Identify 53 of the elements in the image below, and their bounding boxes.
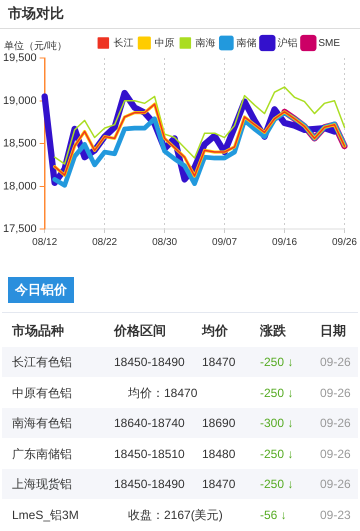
text: -250 ↓ <box>260 386 294 400</box>
text: 18450-18510 <box>114 446 185 460</box>
text: -56 ↓ <box>260 508 287 522</box>
y-tick-label: 18,500 <box>2 138 37 150</box>
text: -250 ↓ <box>260 477 294 491</box>
y-tick-label: 19,500 <box>2 52 37 64</box>
chart-title: 市场对比 <box>8 5 64 23</box>
text: 09-26 <box>320 386 351 400</box>
legend-label: 长江 <box>113 36 134 49</box>
text: 今日铝价 <box>8 277 74 303</box>
category-label: 涨跌 <box>260 322 286 340</box>
category-label: 均价 <box>202 322 228 340</box>
legend-label: 沪铝 <box>277 36 298 49</box>
text: 18450-18490 <box>114 477 185 491</box>
text: 09-26 <box>320 416 351 430</box>
category-label: 长江有色铝 <box>12 355 72 369</box>
x-tick-label: 09/07 <box>212 236 238 248</box>
category-label: 中原有色铝 <box>12 386 72 400</box>
x-tick-label: 09/16 <box>272 236 298 248</box>
text: 18470 <box>202 477 236 491</box>
legend-label: 南储 <box>236 36 256 49</box>
category-label: 上海现货铝 <box>12 477 72 491</box>
text: 09-26 <box>320 477 351 491</box>
x-tick-label: 08/12 <box>32 236 58 248</box>
text: 18450-18490 <box>114 355 185 369</box>
category-label: LmeS_铝3M <box>12 508 79 522</box>
text: 18480 <box>202 446 236 460</box>
y-tick-label: 19,000 <box>2 94 37 107</box>
legend-label: 南海 <box>195 36 216 49</box>
y-tick-label: 18,000 <box>2 180 37 192</box>
category-label: 日期 <box>320 322 346 340</box>
x-tick-label: 09/26 <box>332 236 358 248</box>
text: 18470 <box>202 355 236 369</box>
x-tick-label: 08/22 <box>92 236 118 248</box>
category-label: 价格区间 <box>114 322 166 340</box>
x-tick-label: 08/30 <box>152 236 178 248</box>
text: -300 ↓ <box>260 416 294 430</box>
text: 09-26 <box>320 446 351 460</box>
text: 18690 <box>202 416 236 430</box>
text: 收盘：2167(美元) <box>128 508 223 522</box>
text: 均价：18470 <box>128 386 198 400</box>
text: -250 ↓ <box>260 355 294 369</box>
y-axis-title: 单位（元/吨） <box>4 40 67 53</box>
y-tick-label: 17,500 <box>2 223 37 236</box>
text: 09-26 <box>320 355 351 369</box>
legend-label: SME <box>318 38 340 49</box>
text: -250 ↓ <box>260 446 294 460</box>
category-label: 广东南储铝 <box>12 446 72 460</box>
legend-label: 中原 <box>154 36 174 49</box>
category-label: 市场品种 <box>12 322 64 340</box>
category-label: 南海有色铝 <box>12 416 72 430</box>
text: 18640-18740 <box>114 416 185 430</box>
text: 09-23 <box>320 508 351 522</box>
